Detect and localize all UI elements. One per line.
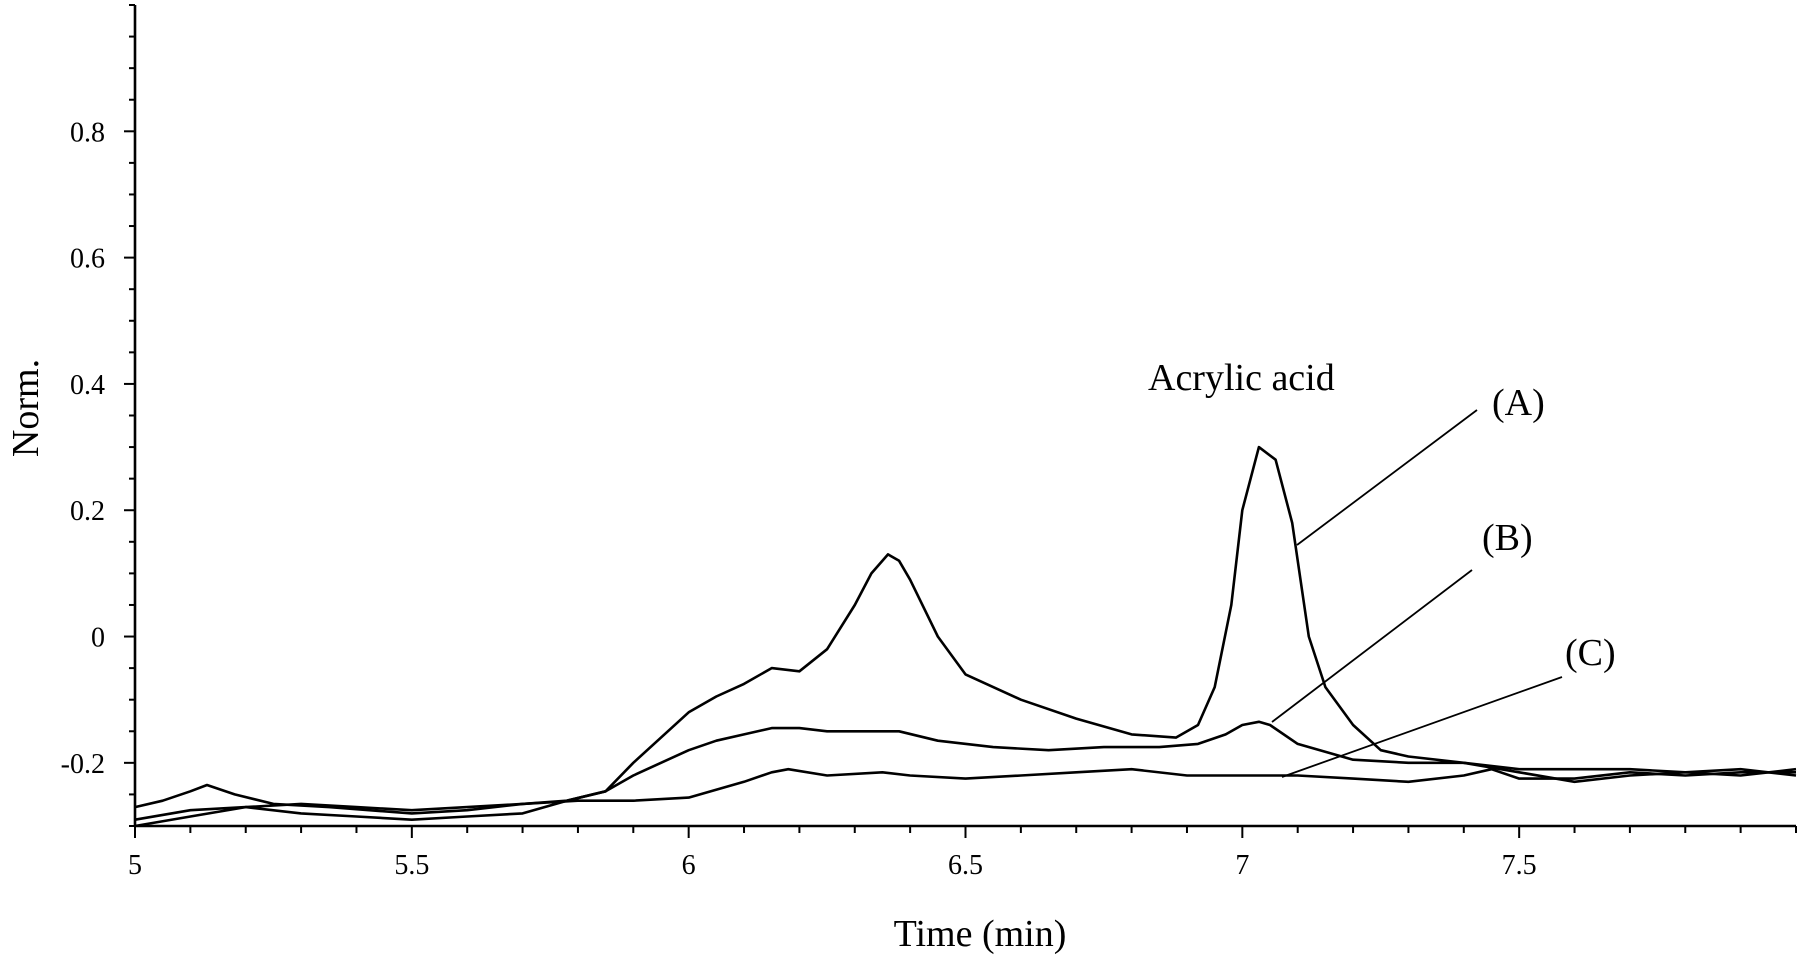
y-tick-label: -0.2: [61, 749, 105, 780]
leader-line-b: [1271, 569, 1473, 723]
annotation-label-a: (A): [1492, 382, 1545, 424]
leader-lines: [1271, 409, 1563, 778]
series-line-c: [134, 767, 1796, 828]
y-axis-title: Norm.: [5, 359, 47, 457]
series-layer: [134, 445, 1797, 828]
leader-line-c: [1281, 676, 1563, 778]
x-tick-label: 6: [682, 850, 696, 881]
series-line-a: [134, 445, 1797, 815]
x-tick-label: 5: [128, 850, 142, 881]
y-tick-label: 0.6: [70, 244, 105, 275]
x-tick-label: 6.5: [948, 850, 983, 881]
x-ticks: 5 5.5 6 6.5 7 7.5: [128, 826, 1797, 881]
x-tick-label: 7.5: [1502, 850, 1537, 881]
x-tick-label: 7: [1235, 850, 1249, 881]
x-axis-title: Time (min): [894, 913, 1067, 955]
y-tick-label: 0.2: [70, 496, 105, 527]
annotation-label-c: (C): [1565, 632, 1616, 674]
leader-line-a: [1296, 409, 1478, 546]
y-tick-label: 0.8: [70, 117, 105, 148]
y-tick-label: 0.4: [70, 370, 105, 401]
series-line-b: [134, 720, 1797, 822]
y-ticks: -0.2 0 0.2 0.4 0.6 0.8: [61, 4, 135, 827]
axes: [133, 5, 1796, 828]
annotation-acrylic-acid: Acrylic acid: [1148, 357, 1335, 399]
x-tick-label: 5.5: [394, 850, 429, 881]
annotation-label-b: (B): [1482, 517, 1533, 559]
y-tick-label: 0: [91, 623, 105, 654]
